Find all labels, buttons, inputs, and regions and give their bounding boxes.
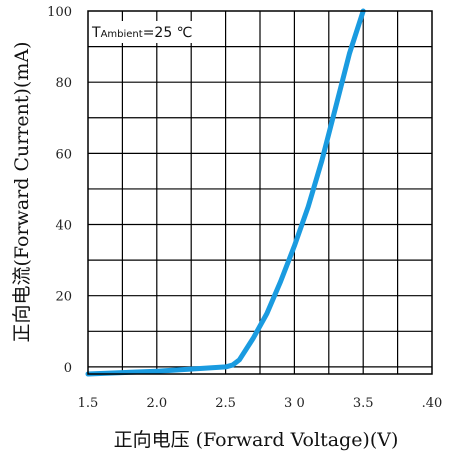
annotation-text: TAmbient=25 ℃	[91, 25, 192, 41]
x-tick-label: 1.5	[78, 396, 99, 411]
y-tick-label: 40	[55, 219, 72, 234]
ambient-annotation: TAmbient=25 ℃	[89, 21, 197, 43]
x-tick-label: 3.5	[353, 396, 374, 411]
x-tick-label: 3 0	[284, 396, 305, 411]
annotation-prefix: T	[91, 25, 101, 41]
series-line	[85, 8, 366, 377]
x-tick-labels: 1.5 2.0 2.5 3 0 3.5 .40	[78, 396, 443, 411]
y-tick-label: 20	[55, 290, 72, 305]
x-tick-label: 2.5	[215, 396, 236, 411]
y-tick-label: 0	[64, 361, 72, 376]
annotation-suffix: =25 ℃	[143, 25, 193, 41]
series-layer	[85, 8, 366, 377]
annotation-background	[89, 21, 197, 43]
y-axis-label: 正向电流(Forward Current)(mA)	[11, 42, 33, 343]
x-tick-label: 2.0	[146, 396, 167, 411]
y-tick-labels: 0 20 40 60 80 100	[47, 5, 72, 376]
y-tick-label: 100	[47, 5, 72, 20]
grid-lines	[88, 11, 432, 374]
x-axis-label: 正向电压 (Forward Voltage)(V)	[114, 429, 399, 451]
annotation-subscript: Ambient	[101, 29, 143, 40]
plot-frame	[87, 10, 433, 375]
x-tick-label: .40	[422, 396, 443, 411]
y-tick-label: 60	[55, 147, 72, 162]
y-tick-label: 80	[55, 76, 72, 91]
